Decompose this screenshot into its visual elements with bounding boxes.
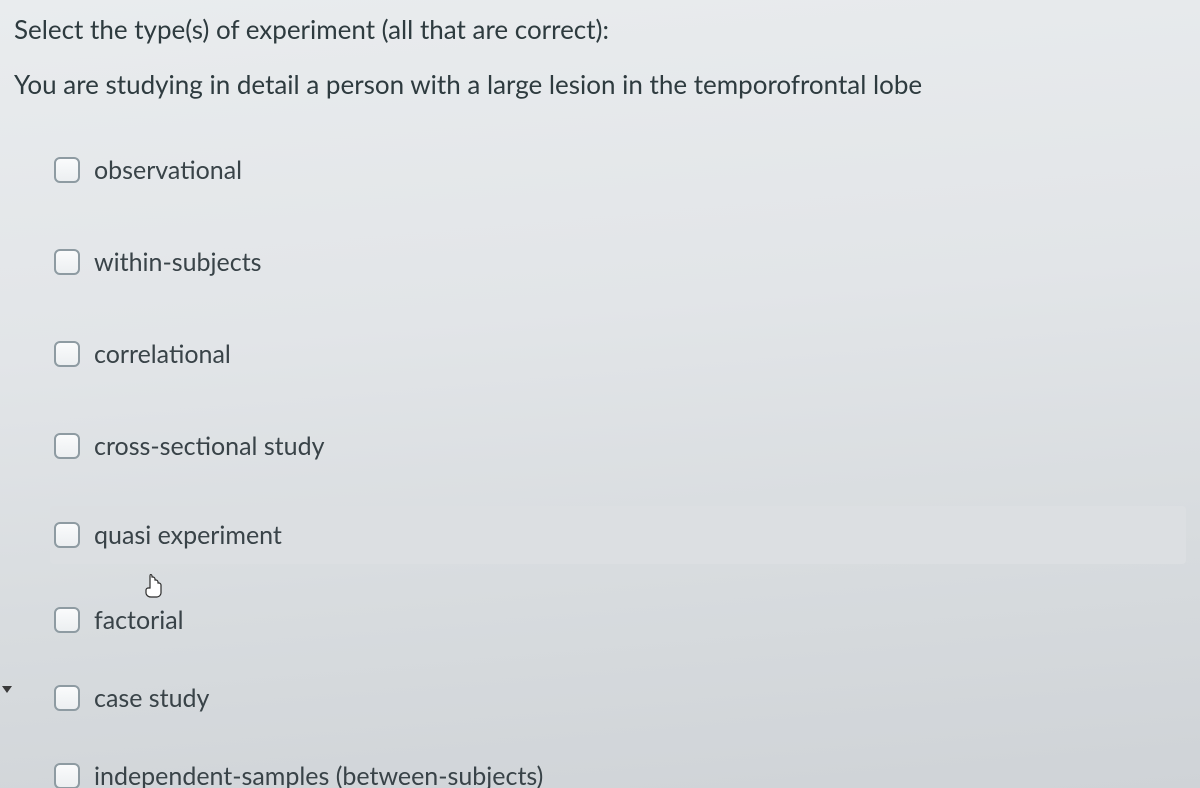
- option-label: factorial: [94, 605, 184, 635]
- checkbox-icon[interactable]: [54, 763, 80, 788]
- checkbox-icon[interactable]: [54, 249, 80, 275]
- option-row-factorial[interactable]: factorial: [50, 592, 1186, 648]
- checkbox-icon[interactable]: [54, 607, 80, 633]
- option-label: quasi experiment: [94, 520, 282, 550]
- option-row-observational[interactable]: observational: [50, 142, 1186, 198]
- options-list: observational within-subjects correlatio…: [14, 142, 1186, 788]
- option-row-independent-samples[interactable]: independent-samples (between-subjects): [50, 748, 1186, 788]
- checkbox-icon[interactable]: [54, 341, 80, 367]
- option-row-within-subjects[interactable]: within-subjects: [50, 234, 1186, 290]
- option-label: cross-sectional study: [94, 431, 324, 461]
- question-stem: You are studying in detail a person with…: [14, 69, 1186, 100]
- checkbox-icon[interactable]: [54, 685, 80, 711]
- option-row-cross-sectional[interactable]: cross-sectional study: [50, 418, 1186, 474]
- option-label: case study: [94, 683, 209, 713]
- option-row-correlational[interactable]: correlational: [50, 326, 1186, 382]
- question-prompt: Select the type(s) of experiment (all th…: [14, 14, 1186, 45]
- option-label: within-subjects: [94, 247, 261, 277]
- option-row-case-study[interactable]: case study: [50, 670, 1186, 726]
- option-label: observational: [94, 155, 242, 185]
- checkbox-icon[interactable]: [54, 433, 80, 459]
- option-label: independent-samples (between-subjects): [94, 761, 543, 788]
- caret-down-icon: [2, 686, 12, 693]
- option-label: correlational: [94, 339, 231, 369]
- checkbox-icon[interactable]: [54, 157, 80, 183]
- checkbox-icon[interactable]: [54, 522, 80, 548]
- option-row-quasi-experiment[interactable]: quasi experiment: [50, 506, 1186, 564]
